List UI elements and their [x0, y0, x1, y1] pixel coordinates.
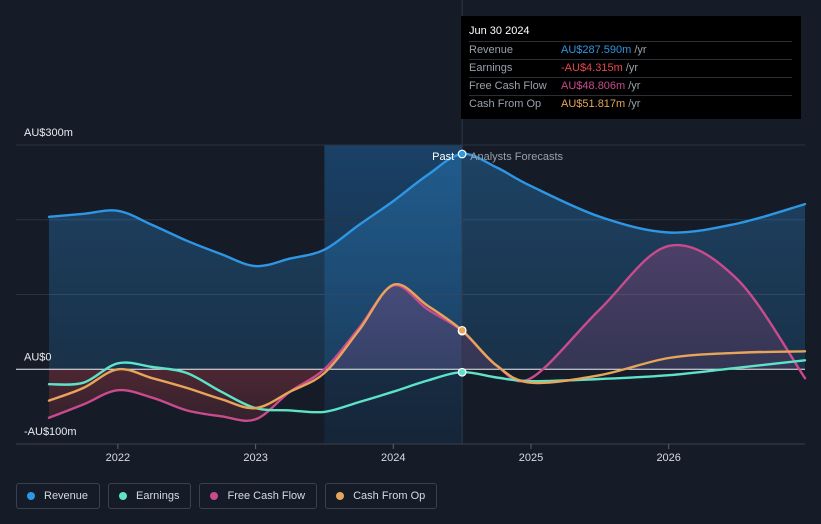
legend-label: Free Cash Flow: [227, 490, 306, 502]
tooltip-label: Cash From Op: [469, 98, 542, 110]
legend-label: Cash From Op: [353, 490, 426, 502]
legend: Revenue Earnings Free Cash Flow Cash Fro…: [16, 483, 438, 509]
tooltip-value: AU$48.806m: [561, 80, 626, 92]
y-axis-label: -AU$100m: [24, 426, 77, 438]
revenue-marker: [457, 149, 467, 159]
legend-dot-icon: [27, 492, 35, 500]
tooltip-value: AU$51.817m: [561, 98, 626, 110]
tooltip-value: -AU$4.315m: [561, 62, 623, 74]
free-cash-flow-area: [49, 245, 805, 370]
x-tick-label: 2022: [106, 452, 130, 464]
past-label: Past: [432, 151, 454, 163]
earnings-line: [47, 359, 807, 414]
tooltip-label: Free Cash Flow: [469, 80, 547, 92]
legend-label: Revenue: [44, 490, 89, 502]
legend-dot-icon: [119, 492, 128, 500]
revenue-line: [47, 152, 807, 268]
x-tick-label: 2026: [656, 452, 680, 464]
legend-dot-icon: [336, 492, 345, 500]
tooltip-row-earnings: Earnings -AU$4.315m /yr: [469, 59, 792, 77]
tooltip-unit: /yr: [628, 98, 641, 110]
legend-item-cash-from-op[interactable]: Cash From Op: [325, 483, 438, 509]
cash-from-op-line: [47, 283, 807, 410]
tooltip: Jun 30 2024 Revenue AU$287.590m /yr Earn…: [461, 16, 801, 119]
tooltip-unit: /yr: [628, 80, 641, 92]
tooltip-unit: /yr: [625, 62, 638, 74]
tooltip-date: Jun 30 2024: [469, 25, 530, 37]
legend-item-free-cash-flow[interactable]: Free Cash Flow: [199, 483, 318, 509]
tooltip-row-free-cash-flow: Free Cash Flow AU$48.806m /yr: [469, 77, 792, 95]
tooltip-row-revenue: Revenue AU$287.590m /yr: [469, 41, 792, 59]
tooltip-label: Revenue: [469, 44, 514, 56]
legend-label: Earnings: [136, 490, 180, 502]
x-tick-label: 2025: [519, 452, 543, 464]
earnings-marker: [457, 367, 467, 377]
cash-from-op-marker: [457, 325, 467, 335]
tooltip-unit: /yr: [634, 44, 647, 56]
x-tick-label: 2024: [381, 452, 405, 464]
legend-item-revenue[interactable]: Revenue: [16, 483, 101, 509]
y-axis-label: AU$300m: [24, 127, 73, 139]
tooltip-value: AU$287.590m: [561, 44, 632, 56]
x-tick-label: 2023: [243, 452, 267, 464]
y-axis-label: AU$0: [24, 351, 52, 363]
legend-dot-icon: [210, 492, 219, 500]
forecast-label: Analysts Forecasts: [470, 151, 563, 163]
tooltip-row-cash-from-op: Cash From Op AU$51.817m /yr: [469, 95, 792, 113]
legend-item-earnings[interactable]: Earnings: [108, 483, 192, 509]
tooltip-label: Earnings: [469, 62, 513, 74]
